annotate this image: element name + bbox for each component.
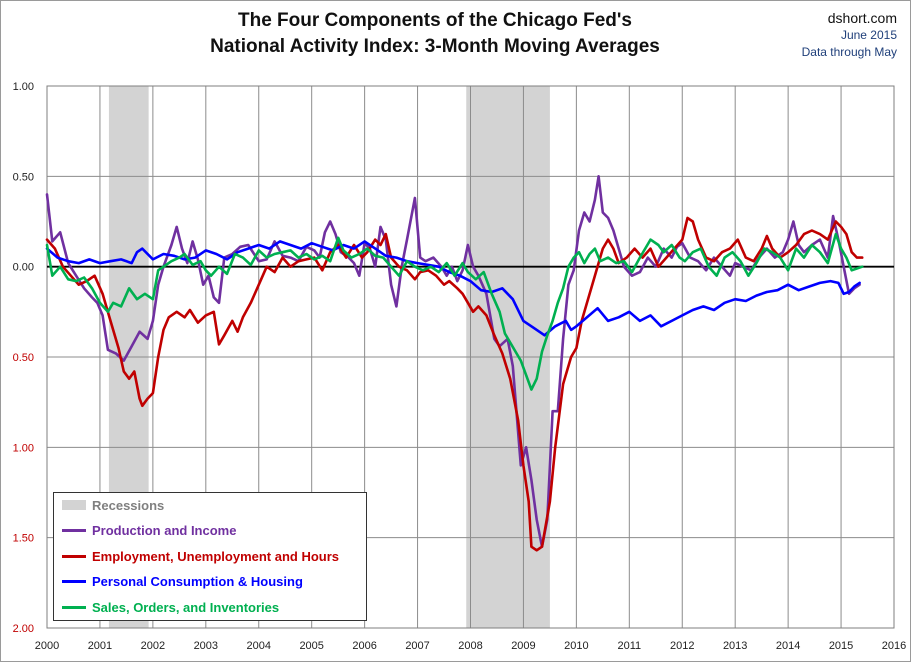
plot-area-border: [46, 85, 895, 629]
x-tick-label-2006: 2006: [352, 640, 376, 652]
legend-item-3: Employment, Unemployment and Hours: [62, 546, 339, 566]
x-tick-label-2007: 2007: [405, 640, 429, 652]
x-tick-label-2003: 2003: [194, 640, 218, 652]
chart-title: The Four Components of the Chicago Fed's…: [150, 8, 720, 60]
legend-item-5: Sales, Orders, and Inventories: [62, 597, 279, 617]
x-tick-label-2014: 2014: [776, 640, 800, 652]
legend: Recessions Production and Income Employmen…: [53, 492, 367, 621]
legend-swatch: [62, 500, 86, 510]
tick-labels: 2000 2001 2002 2003 2004 2005 2006 2007 2008 2009…: [13, 81, 907, 652]
y-tick-label-5: 1.50: [13, 533, 34, 545]
y-tick-label-0: 1.00: [13, 81, 34, 93]
legend-label: Production and Income: [92, 523, 237, 538]
x-tick-label-2000: 2000: [35, 640, 59, 652]
x-tick-label-2012: 2012: [670, 640, 694, 652]
x-tick-label-2011: 2011: [617, 640, 641, 652]
x-tick-label-2013: 2013: [723, 640, 747, 652]
source-date: June 2015: [840, 28, 897, 42]
series-line-3: [45, 240, 861, 337]
legend-item-2: Production and Income: [62, 521, 236, 541]
chart-title-line-2: National Activity Index: 3-Month Moving …: [210, 36, 660, 57]
series-line-4: [45, 232, 864, 391]
legend-item-4: Personal Consumption & Housing: [62, 572, 303, 592]
x-tick-label-2004: 2004: [247, 640, 271, 652]
x-tick-label-2001: 2001: [88, 640, 112, 652]
y-tick-label-2: 0.00: [13, 262, 34, 274]
y-tick-label-1: 0.50: [13, 171, 34, 183]
legend-label: Recessions: [92, 497, 165, 513]
legend-label: Sales, Orders, and Inventories: [92, 599, 280, 615]
legend-swatch: [62, 529, 86, 532]
x-tick-label-2015: 2015: [829, 640, 853, 652]
series-line-2: [45, 216, 864, 552]
legend-swatch: [62, 605, 86, 609]
legend-item-1: Recessions: [62, 495, 164, 515]
series-lines: [45, 175, 864, 552]
y-tick-label-4: 1.00: [13, 442, 34, 454]
x-tick-label-2002: 2002: [141, 640, 165, 652]
legend-swatch: [62, 554, 86, 558]
series-line-1: [45, 175, 861, 548]
y-tick-label-6: 2.00: [13, 623, 34, 635]
legend-label: Employment, Unemployment and Hours: [92, 548, 340, 564]
y-tick-label-3: 0.50: [13, 352, 34, 364]
chart-title-line-1: The Four Components of the Chicago Fed's: [237, 10, 633, 31]
x-tick-label-2016: 2016: [882, 640, 906, 652]
x-tick-label-2010: 2010: [564, 640, 588, 652]
legend-swatch: [62, 580, 86, 583]
x-tick-label-2008: 2008: [458, 640, 482, 652]
x-tick-label-2009: 2009: [511, 640, 535, 652]
source-site: dshort.com: [827, 10, 897, 26]
x-tick-label-2005: 2005: [299, 640, 323, 652]
source-note: Data through May: [801, 45, 897, 59]
source-block: dshort.com June 2015 Data through May: [802, 10, 897, 61]
legend-label: Personal Consumption & Housing: [92, 574, 303, 589]
